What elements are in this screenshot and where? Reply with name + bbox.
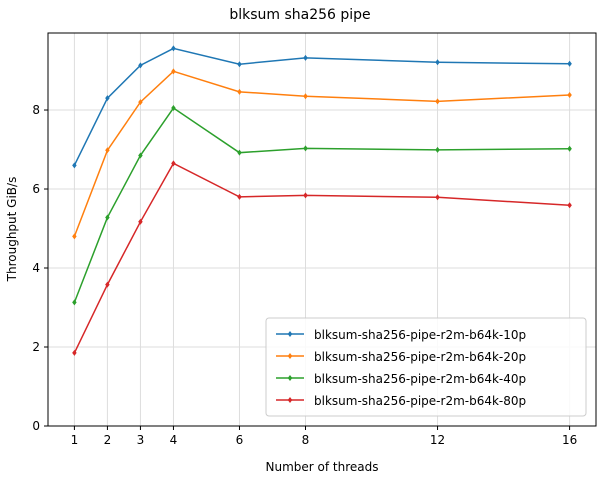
data-point (72, 349, 77, 356)
legend-label: blksum-sha256-pipe-r2m-b64k-20p (314, 350, 526, 364)
legend-swatch-marker (287, 375, 293, 381)
x-axis-ticks: 1 2 3 4 6 8 12 16 (71, 426, 577, 447)
legend-label: blksum-sha256-pipe-r2m-b64k-40p (314, 372, 526, 386)
data-point (72, 233, 77, 240)
y-tick-label: 6 (32, 182, 40, 196)
legend-box (265, 317, 587, 417)
data-point (567, 92, 572, 99)
y-axis-ticks: 0 2 4 6 8 (32, 103, 48, 433)
data-point (435, 146, 440, 153)
legend-entry: blksum-sha256-pipe-r2m-b64k-10p (276, 328, 526, 342)
legend-swatch-marker (287, 353, 293, 359)
data-point (237, 193, 242, 200)
data-point (567, 60, 572, 67)
series-2 (72, 68, 572, 240)
data-point (105, 214, 110, 221)
x-tick-label: 3 (137, 433, 145, 447)
data-point (138, 62, 143, 69)
y-tick-label: 0 (32, 419, 40, 433)
y-axis-label: Throughput GiB/s (5, 177, 19, 283)
x-tick-label: 8 (302, 433, 310, 447)
series-1 (72, 45, 572, 169)
x-tick-label: 4 (170, 433, 178, 447)
data-point (105, 147, 110, 154)
data-point (435, 59, 440, 66)
legend-entry: blksum-sha256-pipe-r2m-b64k-40p (276, 372, 526, 386)
y-tick-label: 2 (32, 340, 40, 354)
legend: blksum-sha256-pipe-r2m-b64k-10p blksum-sh… (265, 317, 587, 417)
data-point (303, 145, 308, 152)
data-point (567, 145, 572, 152)
data-point (435, 194, 440, 201)
series-line (73, 107, 570, 303)
series-lines (72, 45, 572, 356)
x-tick-label: 1 (71, 433, 79, 447)
data-point (138, 152, 143, 159)
data-point (171, 160, 176, 167)
data-point (171, 105, 176, 112)
data-point (435, 98, 440, 105)
x-tick-label: 2 (104, 433, 112, 447)
series-line (73, 70, 570, 237)
series-line (73, 162, 570, 354)
data-point (237, 88, 242, 95)
x-tick-label: 12 (430, 433, 445, 447)
data-point (567, 202, 572, 209)
x-axis-label: Number of threads (266, 460, 379, 474)
data-point (171, 68, 176, 75)
data-point (105, 281, 110, 288)
x-tick-label: 16 (562, 433, 577, 447)
data-point (237, 61, 242, 68)
data-point (303, 192, 308, 199)
data-point (303, 93, 308, 100)
series-3 (72, 105, 572, 306)
data-point (105, 95, 110, 102)
data-point (72, 162, 77, 169)
plot-frame (47, 32, 597, 427)
legend-entry: blksum-sha256-pipe-r2m-b64k-20p (276, 350, 526, 364)
x-tick-label: 6 (236, 433, 244, 447)
data-point (72, 299, 77, 306)
data-point (138, 218, 143, 225)
y-tick-label: 8 (32, 103, 40, 117)
data-point (237, 149, 242, 156)
data-point (171, 45, 176, 52)
legend-entry: blksum-sha256-pipe-r2m-b64k-80p (276, 394, 526, 408)
legend-swatch-marker (287, 331, 293, 337)
data-point (303, 54, 308, 61)
legend-label: blksum-sha256-pipe-r2m-b64k-80p (314, 394, 526, 408)
series-4 (72, 160, 572, 356)
legend-swatch-marker (287, 397, 293, 403)
series-line (73, 47, 570, 166)
y-tick-label: 4 (32, 261, 40, 275)
chart-title: blksum sha256 pipe (229, 7, 370, 23)
legend-label: blksum-sha256-pipe-r2m-b64k-10p (314, 328, 526, 342)
data-point (138, 99, 143, 106)
